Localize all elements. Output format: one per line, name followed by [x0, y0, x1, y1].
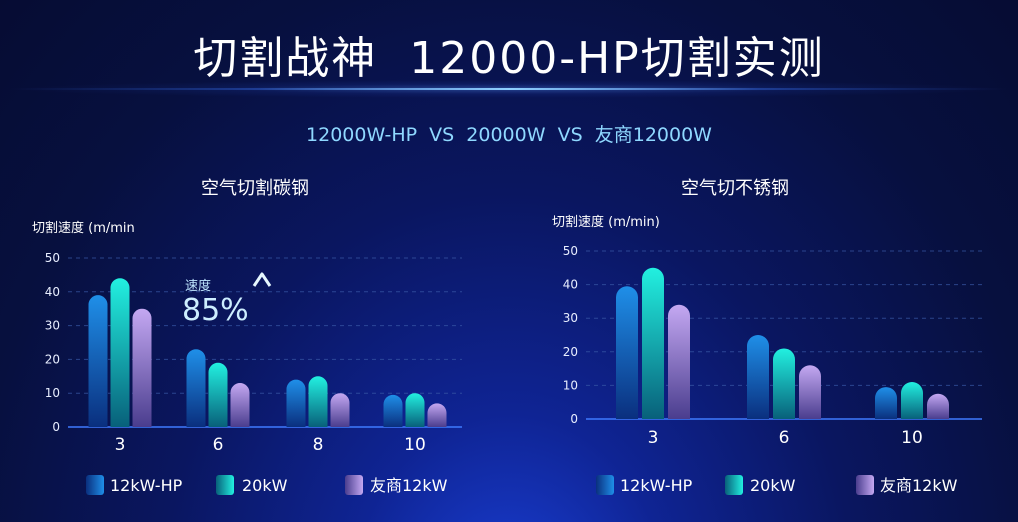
bar-2-cat-6 [773, 348, 795, 419]
y-tick-label: 0 [52, 420, 60, 434]
annotation-value: 85% [182, 293, 249, 328]
legend-label: 友商12kW [370, 476, 448, 495]
y-axis-label: 切割速度 (m/min [32, 220, 135, 236]
x-tick-label: 3 [648, 428, 659, 448]
y-tick-label: 20 [45, 352, 60, 366]
bar-3-cat-3 [132, 308, 152, 427]
legend-swatch [345, 475, 363, 495]
bar-1-cat-6 [186, 349, 206, 427]
chart-title: 空气切不锈钢 [681, 178, 789, 199]
arrow-head [252, 272, 272, 287]
bar-2-cat-8 [308, 376, 328, 427]
x-tick-label: 6 [213, 435, 224, 455]
y-tick-label: 20 [563, 345, 578, 359]
y-axis-label: 切割速度 (m/min) [552, 214, 660, 230]
legend-swatch [596, 475, 614, 495]
bar-3-cat-6 [799, 365, 821, 419]
x-tick-label: 10 [901, 428, 923, 448]
legend-swatch [86, 475, 104, 495]
page-title: 切割战神 12000-HP切割实测 [193, 33, 825, 84]
legend-label: 20kW [750, 476, 796, 495]
y-tick-label: 10 [45, 386, 60, 400]
legend-label: 12kW-HP [110, 476, 183, 495]
bar-3-cat-3 [668, 304, 690, 419]
bar-2-cat-10 [405, 393, 425, 427]
bar-1-cat-6 [747, 335, 769, 419]
y-tick-label: 30 [563, 311, 578, 325]
chart-title: 空气切割碳钢 [201, 178, 309, 199]
bar-3-cat-6 [230, 383, 250, 427]
header-divider [10, 88, 1008, 90]
x-tick-label: 8 [313, 435, 324, 455]
bar-1-cat-10 [383, 394, 403, 427]
legend-label: 12kW-HP [620, 476, 693, 495]
y-tick-label: 40 [563, 278, 578, 292]
x-tick-label: 10 [404, 435, 426, 455]
x-tick-label: 6 [779, 428, 790, 448]
bar-1-cat-8 [286, 379, 306, 427]
up-arrow-icon [252, 272, 272, 320]
page-subtitle: 12000W-HP VS 20000W VS 友商12000W [306, 124, 712, 146]
bar-2-cat-10 [901, 382, 923, 419]
y-tick-label: 50 [563, 244, 578, 258]
x-tick-label: 3 [115, 435, 126, 455]
bar-2-cat-6 [208, 362, 228, 427]
legend-label: 友商12kW [880, 476, 958, 495]
y-tick-label: 50 [45, 251, 60, 265]
y-tick-label: 30 [45, 319, 60, 333]
bar-1-cat-3 [88, 295, 108, 427]
legend-swatch [216, 475, 234, 495]
y-tick-label: 40 [45, 285, 60, 299]
legend-label: 20kW [242, 476, 288, 495]
y-tick-label: 10 [563, 378, 578, 392]
y-tick-label: 0 [570, 412, 578, 426]
annotation-label: 速度 [185, 278, 211, 294]
bar-2-cat-3 [110, 278, 130, 427]
bar-1-cat-10 [875, 387, 897, 419]
legend-swatch [725, 475, 743, 495]
bar-1-cat-3 [616, 286, 638, 419]
legend-swatch [856, 475, 874, 495]
bar-2-cat-3 [642, 267, 664, 419]
bar-3-cat-8 [330, 393, 350, 427]
bar-3-cat-10 [427, 403, 447, 427]
bar-3-cat-10 [927, 393, 949, 419]
